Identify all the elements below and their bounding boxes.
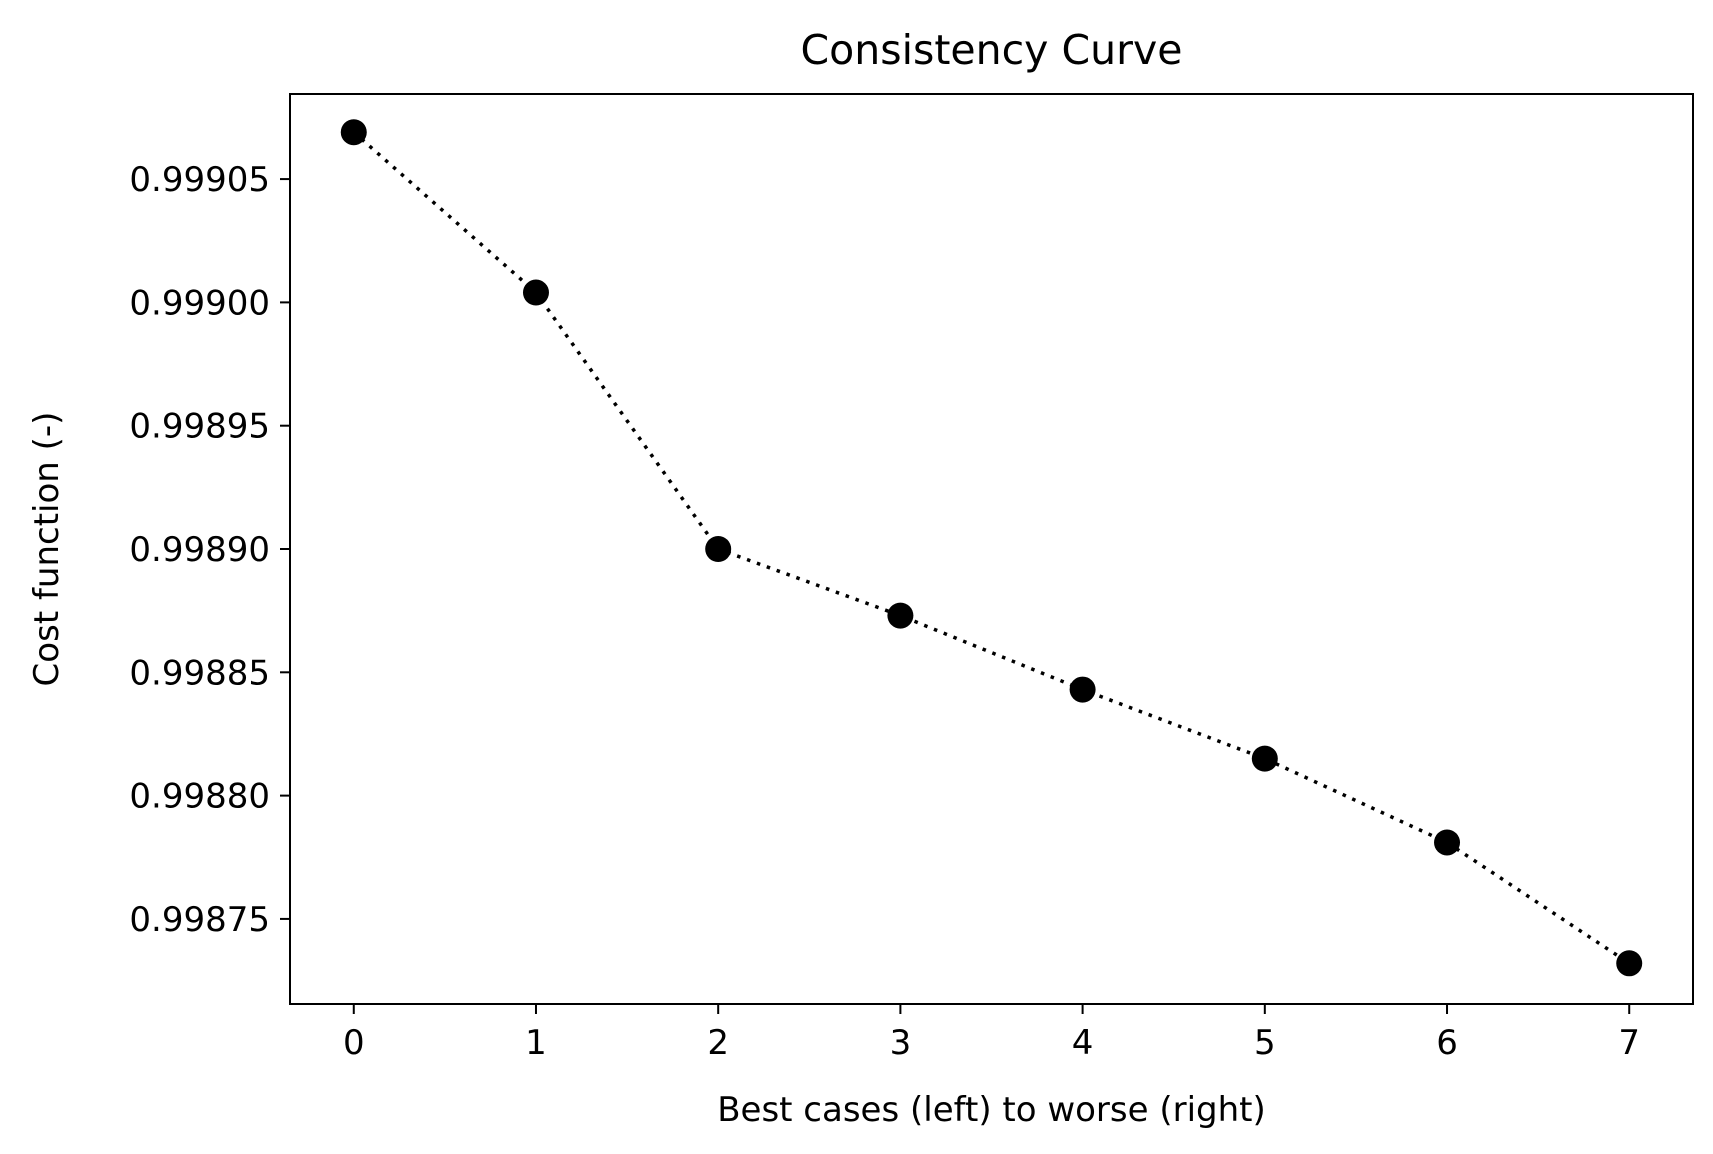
y-tick-label: 0.99875	[129, 900, 270, 940]
x-tick-label: 4	[1072, 1023, 1094, 1063]
y-axis: 0.99875 0.99880 0.99885 0.99890 0.99895 0.999…	[129, 160, 290, 940]
series-points	[340, 119, 1643, 977]
data-point-7	[1616, 950, 1643, 977]
data-point-3	[887, 602, 914, 629]
x-tick-label: 1	[525, 1023, 547, 1063]
x-tick-label: 3	[890, 1023, 912, 1063]
data-point-0	[340, 119, 367, 146]
x-tick-label: 5	[1254, 1023, 1276, 1063]
data-point-4	[1069, 676, 1096, 703]
chart-title: Consistency Curve	[801, 26, 1183, 74]
x-tick-label: 2	[707, 1023, 729, 1063]
x-tick-label: 7	[1618, 1023, 1640, 1063]
data-point-6	[1434, 829, 1461, 856]
y-tick-label: 0.99890	[129, 530, 270, 570]
data-point-2	[705, 536, 732, 562]
y-axis-label: Cost function (-)	[27, 412, 67, 687]
y-tick-label: 0.99880	[129, 777, 270, 817]
x-axis-label: Best cases (left) to worse (right)	[717, 1090, 1266, 1130]
data-point-1	[522, 279, 549, 306]
data-point-5	[1251, 745, 1278, 772]
y-tick-label: 0.99905	[129, 160, 270, 200]
x-axis: 0 1 2 3 4 5 6 7	[343, 1004, 1640, 1063]
x-tick-label: 0	[343, 1023, 365, 1063]
x-tick-label: 6	[1436, 1023, 1458, 1063]
y-tick-label: 0.99895	[129, 407, 270, 447]
series-line	[352, 130, 1631, 965]
plot-area	[289, 93, 1694, 1005]
y-tick-label: 0.99885	[129, 653, 270, 693]
y-tick-label: 0.99900	[129, 283, 270, 323]
